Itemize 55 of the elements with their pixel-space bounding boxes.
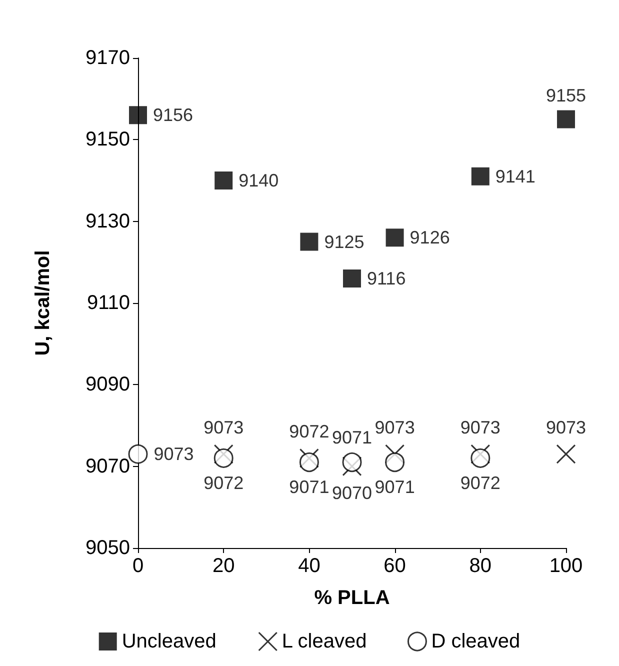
data-label: 9155 (546, 85, 586, 106)
data-label: 9072 (289, 422, 330, 442)
data-label: 9073 (204, 418, 244, 438)
point (386, 228, 404, 247)
point (343, 270, 361, 288)
x-tick-label: 100 (549, 555, 583, 577)
point (299, 448, 319, 468)
data-label: 9072 (204, 472, 244, 493)
point (299, 452, 319, 472)
data-label: 9141 (495, 166, 536, 186)
y-tick-label: 9170 (86, 47, 130, 69)
data-label: 9071 (332, 428, 372, 448)
data-label: 9070 (332, 482, 372, 503)
y-axis-title: U, kcal/mol (32, 250, 54, 356)
data-label: 9156 (153, 105, 194, 126)
y-tick-label: 9090 (86, 374, 130, 396)
point (471, 167, 490, 186)
y-tick-label: 9130 (86, 210, 130, 232)
point (557, 110, 575, 128)
point (342, 452, 362, 472)
legend-label: D cleaved (431, 630, 520, 652)
data-label: 9116 (367, 268, 406, 288)
point (128, 444, 148, 464)
point (470, 444, 490, 464)
y-tick-label: 9150 (86, 128, 130, 151)
x-axis-title: % PLLA (314, 587, 390, 609)
x-tick-label: 40 (298, 555, 320, 577)
data-label: 9071 (289, 477, 330, 497)
point (385, 452, 405, 472)
point (214, 448, 234, 468)
point (300, 232, 318, 251)
point (342, 456, 362, 476)
point (129, 106, 147, 124)
legend-label: L cleaved (282, 630, 367, 652)
x-tick-label: 60 (384, 555, 406, 577)
y-tick-label: 9110 (86, 292, 130, 314)
data-label: 9073 (460, 418, 500, 438)
point (470, 448, 490, 468)
y-tick-label: 9050 (86, 537, 130, 559)
point (556, 444, 576, 464)
point (214, 444, 234, 464)
data-label: 9126 (410, 228, 450, 248)
data-label: 9073 (546, 418, 586, 438)
point (214, 172, 233, 190)
data-label: 9073 (154, 444, 194, 464)
data-label: 9073 (374, 418, 415, 438)
y-tick-label: 9070 (86, 455, 130, 478)
legend-label: Uncleaved (122, 630, 216, 652)
x-tick-label: 20 (212, 555, 235, 577)
data-label: 9072 (460, 472, 500, 493)
x-tick-label: 80 (469, 555, 492, 577)
data-label: 9140 (238, 170, 279, 190)
data-label: 9125 (324, 232, 364, 252)
data-label: 9071 (374, 477, 415, 497)
x-tick-label: 0 (132, 555, 144, 577)
